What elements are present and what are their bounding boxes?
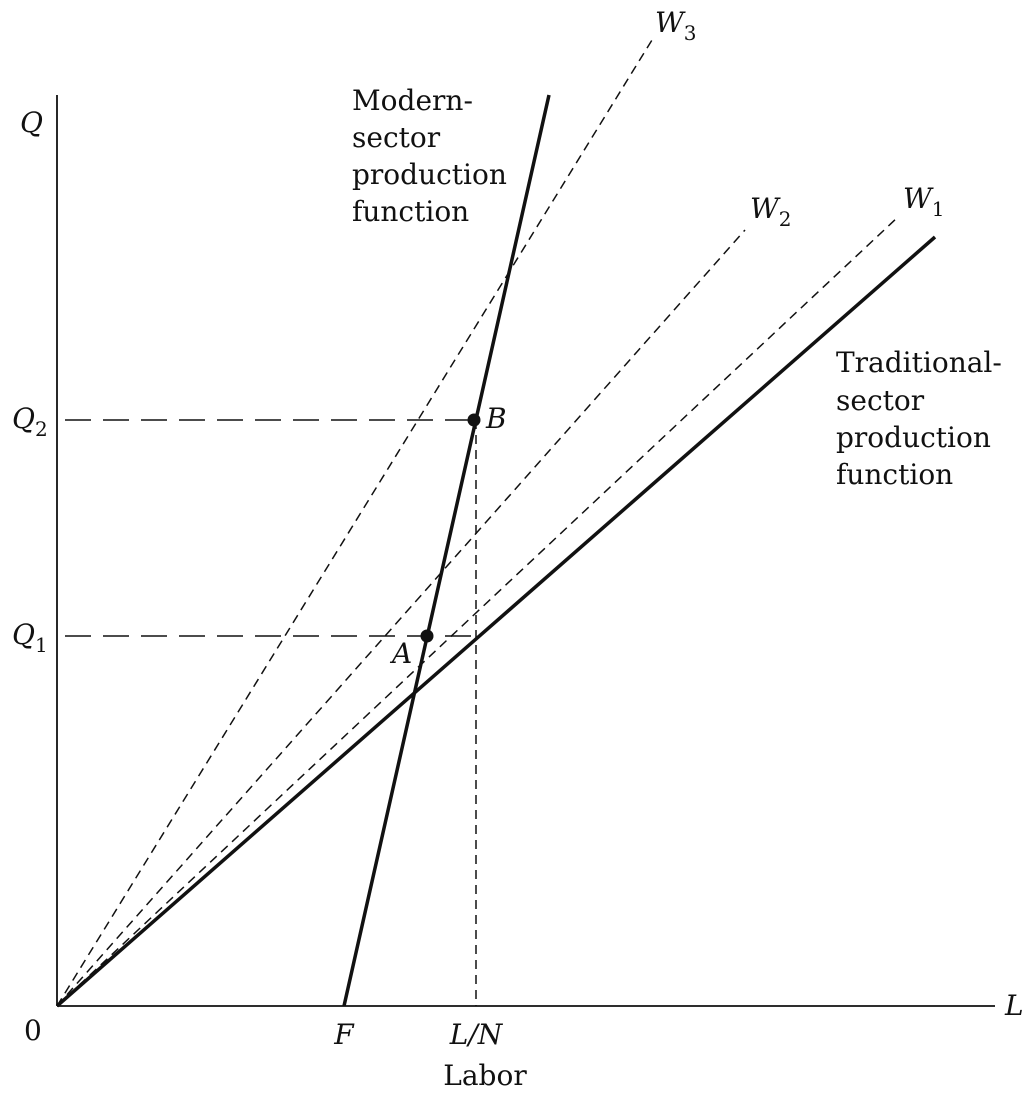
symbol: Q: [12, 618, 35, 651]
traditional-label-line: function: [836, 458, 953, 491]
subscript: 2: [779, 207, 792, 231]
w2-label: W2: [750, 192, 792, 231]
symbol: W: [750, 192, 781, 225]
modern-label-line: function: [352, 195, 469, 228]
ln-label: L/N: [449, 1018, 504, 1051]
w3-line: [56, 39, 653, 1007]
w2-line: [56, 229, 746, 1007]
traditional-label-line: Traditional-: [836, 346, 1002, 379]
q2-label: Q2: [12, 402, 48, 441]
y-axis-symbol: Q: [20, 106, 43, 139]
subscript: 3: [684, 21, 697, 45]
modern-label-line: production: [352, 158, 507, 191]
point-b: [467, 413, 481, 427]
point-a: [420, 629, 434, 643]
modern-label-line: sector: [352, 121, 441, 154]
traditional-label-line: sector: [836, 384, 925, 417]
modern-label-line: Modern-: [352, 84, 473, 117]
point-a-label: A: [389, 637, 412, 670]
q1-label: Q1: [12, 618, 48, 657]
subscript: 1: [35, 633, 48, 657]
modern-production-function: [342, 94, 551, 1007]
symbol: W: [655, 6, 686, 39]
x-axis-symbol: L: [1004, 989, 1024, 1022]
subscript: 1: [932, 197, 945, 221]
x-axis-title: Labor: [443, 1059, 527, 1092]
traditional-label-line: production: [836, 421, 991, 454]
w1-label: W1: [903, 182, 945, 221]
subscript: 2: [35, 417, 48, 441]
origin-label: 0: [24, 1014, 42, 1047]
w3-label: W3: [655, 6, 697, 45]
symbol: W: [903, 182, 934, 215]
point-b-label: B: [485, 402, 507, 435]
symbol: Q: [12, 402, 35, 435]
traditional-production-function: [55, 235, 937, 1008]
f-label: F: [333, 1018, 355, 1051]
w1-line: [56, 216, 899, 1007]
